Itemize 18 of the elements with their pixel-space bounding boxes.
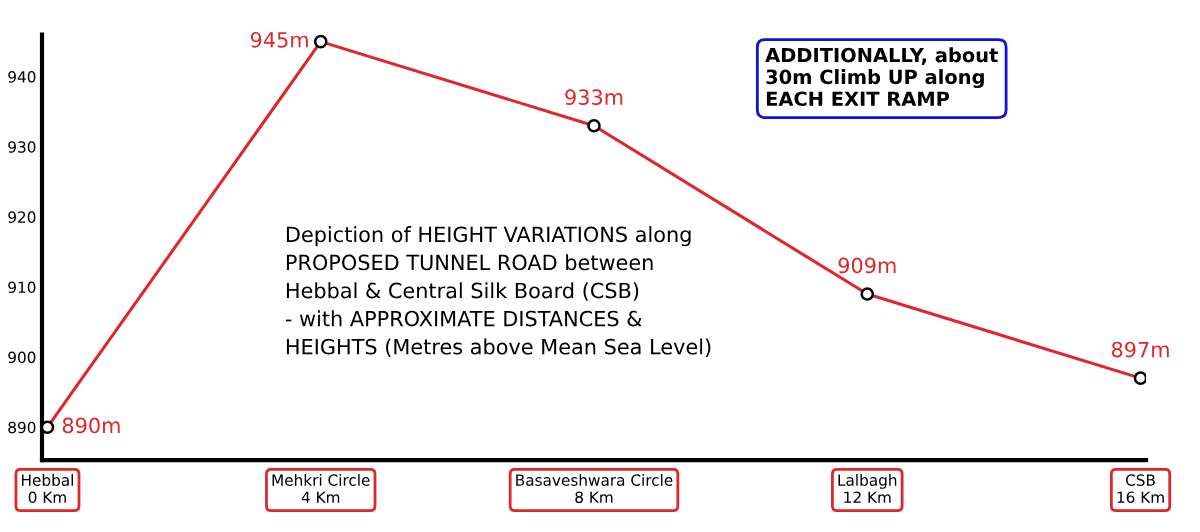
annotation: ADDITIONALLY, about 30m Climb UP along EACH EXIT RAMP bbox=[765, 47, 998, 107]
x-tick-label: CSB 16 Km bbox=[1117, 474, 1164, 503]
data-label: 890m bbox=[62, 417, 120, 434]
x-tick-label: Mehkri Circle 4 Km bbox=[272, 474, 370, 503]
y-tick-label: 900 bbox=[8, 351, 36, 364]
data-label: 945m bbox=[250, 31, 308, 48]
y-tick-label: 930 bbox=[8, 141, 36, 153]
x-tick-label: Lalbagh 12 Km bbox=[838, 474, 897, 503]
y-tick-label: 940 bbox=[8, 71, 36, 83]
data-label: 909m bbox=[838, 257, 896, 274]
x-tick-label: Hebbal 0 Km bbox=[22, 474, 73, 503]
data-label: 897m bbox=[1111, 341, 1169, 358]
y-tick-label: 890 bbox=[8, 421, 36, 434]
annotation: Depiction of HEIGHT VARIATIONS along PROPOSED TUNNEL ROAD between Hebbal & Central Silk Board (CSB) - with APPROXIMATE DISTANCES & HEIGHTS (Metres above Mean Sea Level) bbox=[285, 226, 711, 357]
y-tick-label: 910 bbox=[8, 281, 36, 294]
x-tick-label: Basaveshwara Circle 8 Km bbox=[516, 474, 673, 503]
data-label: 933m bbox=[565, 89, 623, 106]
y-tick-label: 920 bbox=[8, 211, 36, 223]
